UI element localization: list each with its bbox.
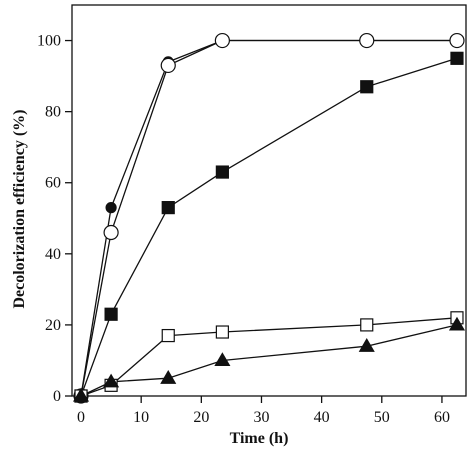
data-point-filled-square xyxy=(360,80,374,94)
data-point-filled-square xyxy=(161,201,175,215)
x-tick-label: 50 xyxy=(374,409,390,426)
y-tick-label: 100 xyxy=(37,33,61,50)
y-tick-label: 60 xyxy=(45,175,61,192)
x-tick-label: 30 xyxy=(253,409,269,426)
markers-filled-triangle xyxy=(72,316,466,402)
x-tick-label: 40 xyxy=(314,409,330,426)
data-point-filled-square xyxy=(104,307,118,321)
x-axis-title: Time (h) xyxy=(230,430,289,447)
data-point-open-square xyxy=(360,318,374,332)
series-line xyxy=(80,317,458,397)
data-point-filled-triangle xyxy=(358,338,375,352)
y-tick-label: 80 xyxy=(45,104,61,121)
data-point-open-square xyxy=(215,325,229,339)
series-open-square xyxy=(80,317,458,397)
series-open-circle xyxy=(80,39,457,397)
markers-open-circle xyxy=(73,32,465,404)
series-line xyxy=(80,39,457,397)
y-tick-label: 0 xyxy=(53,388,61,405)
series-filled-triangle xyxy=(80,324,458,397)
markers-filled-square xyxy=(74,51,464,403)
data-point-filled-circle xyxy=(105,202,117,214)
series-layer xyxy=(72,32,466,404)
data-point-filled-triangle xyxy=(214,352,231,367)
y-axis-title: Decolorization efficiency (%) xyxy=(11,109,28,308)
x-tick-label: 0 xyxy=(77,409,85,426)
series-filled-circle xyxy=(80,39,457,397)
data-point-open-circle xyxy=(160,57,176,74)
x-tick-label: 20 xyxy=(193,409,209,426)
plot-frame xyxy=(71,4,467,397)
markers-filled-circle xyxy=(75,34,463,402)
markers-open-square xyxy=(74,311,464,403)
series-line xyxy=(80,324,458,397)
x-tick-label: 10 xyxy=(133,409,149,426)
y-tick-label: 40 xyxy=(45,246,61,263)
data-point-filled-triangle xyxy=(103,373,120,388)
data-point-open-circle xyxy=(449,32,465,49)
x-tick-label: 60 xyxy=(434,409,450,426)
data-point-filled-square xyxy=(215,165,229,179)
y-tick-label: 20 xyxy=(45,317,61,334)
data-point-filled-triangle xyxy=(72,387,90,402)
data-point-filled-triangle xyxy=(448,316,466,331)
data-point-open-square xyxy=(161,328,175,343)
series-line xyxy=(80,57,458,397)
axes-layer: 0 10 20 30 40 50 60 0 20 40 60 80 100 xyxy=(37,4,467,426)
data-point-open-circle xyxy=(103,224,119,241)
data-point-filled-square xyxy=(450,51,464,65)
data-point-filled-triangle xyxy=(160,370,177,384)
data-point-open-circle xyxy=(359,32,375,49)
series-filled-square xyxy=(80,57,458,397)
data-point-open-circle xyxy=(214,32,230,49)
series-line xyxy=(80,39,457,397)
labels-layer: Time (h) Decolorization efficiency (%) xyxy=(11,109,288,447)
